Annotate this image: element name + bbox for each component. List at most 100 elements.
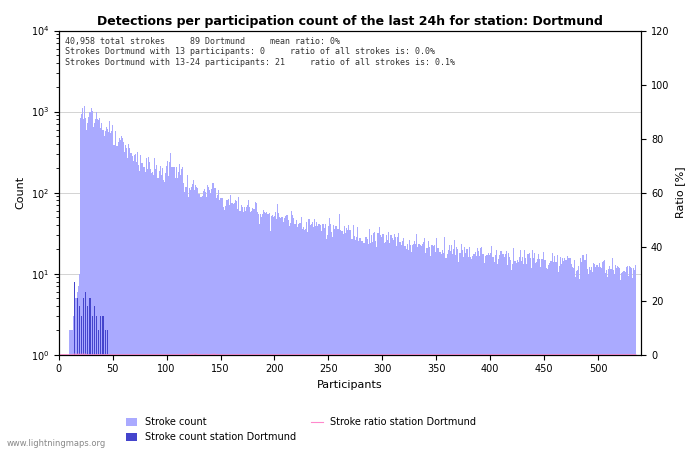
Bar: [535, 263, 536, 450]
Bar: [566, 260, 567, 450]
Bar: [274, 216, 275, 450]
Bar: [531, 268, 532, 450]
Bar: [311, 224, 312, 450]
Bar: [81, 114, 82, 450]
Bar: [257, 212, 258, 450]
Bar: [168, 176, 169, 450]
Bar: [604, 260, 605, 450]
Bar: [454, 240, 455, 450]
Bar: [66, 355, 68, 450]
Bar: [184, 192, 186, 450]
Bar: [565, 260, 566, 450]
Bar: [177, 178, 178, 450]
Bar: [162, 168, 163, 450]
Bar: [259, 225, 260, 450]
Bar: [537, 259, 538, 450]
Bar: [245, 211, 246, 450]
Bar: [132, 162, 134, 450]
Bar: [399, 242, 400, 450]
Bar: [248, 200, 249, 450]
Bar: [618, 267, 619, 450]
Bar: [285, 216, 286, 450]
Bar: [76, 298, 78, 450]
Bar: [326, 238, 327, 450]
Bar: [261, 217, 262, 450]
Bar: [88, 117, 90, 450]
Bar: [616, 268, 617, 450]
Bar: [247, 206, 248, 450]
Bar: [236, 201, 237, 450]
Bar: [579, 279, 580, 450]
Bar: [407, 250, 409, 450]
Bar: [484, 263, 485, 450]
Bar: [507, 266, 508, 450]
Bar: [102, 316, 104, 450]
Bar: [258, 214, 259, 450]
Bar: [486, 255, 487, 450]
Bar: [429, 248, 430, 450]
Bar: [479, 256, 480, 450]
Bar: [197, 188, 198, 450]
Bar: [122, 139, 123, 450]
Bar: [256, 202, 257, 450]
Bar: [158, 171, 160, 450]
Bar: [234, 203, 235, 450]
Bar: [522, 257, 523, 450]
Bar: [130, 153, 132, 450]
Bar: [160, 166, 161, 450]
Bar: [205, 192, 206, 450]
Bar: [383, 234, 384, 450]
Bar: [398, 234, 399, 450]
Bar: [291, 211, 293, 450]
Bar: [152, 172, 153, 450]
Bar: [139, 171, 140, 450]
Bar: [228, 198, 229, 450]
Bar: [483, 254, 484, 450]
Y-axis label: Count: Count: [15, 176, 25, 209]
Bar: [547, 269, 548, 450]
Bar: [297, 227, 298, 450]
Bar: [305, 229, 307, 450]
Bar: [598, 263, 600, 450]
Bar: [536, 262, 537, 450]
Bar: [476, 256, 477, 450]
Bar: [343, 234, 344, 450]
Bar: [265, 213, 267, 450]
Bar: [514, 261, 516, 450]
Bar: [467, 249, 468, 450]
Bar: [83, 119, 84, 450]
Bar: [612, 270, 614, 450]
Bar: [602, 262, 603, 450]
Bar: [577, 270, 578, 450]
Bar: [558, 272, 559, 450]
Bar: [342, 231, 343, 450]
Bar: [605, 273, 606, 450]
Bar: [485, 256, 486, 450]
Bar: [451, 245, 452, 450]
Y-axis label: Ratio [%]: Ratio [%]: [675, 167, 685, 218]
Bar: [412, 245, 413, 450]
Bar: [379, 235, 381, 450]
Bar: [386, 235, 387, 450]
Bar: [468, 257, 469, 450]
Bar: [517, 260, 518, 450]
Bar: [207, 184, 208, 450]
Bar: [556, 255, 558, 450]
Bar: [482, 254, 483, 450]
Bar: [318, 224, 319, 450]
Bar: [628, 276, 629, 450]
Bar: [235, 200, 236, 450]
Bar: [272, 215, 273, 450]
Bar: [216, 198, 217, 450]
Bar: [164, 182, 165, 450]
Bar: [456, 248, 457, 450]
Bar: [530, 258, 531, 450]
Bar: [505, 253, 506, 450]
Bar: [633, 268, 634, 450]
Bar: [298, 224, 299, 450]
Stroke ratio station Dortmund: [489, 352, 498, 357]
Bar: [179, 164, 180, 450]
Bar: [509, 257, 510, 450]
Bar: [124, 152, 125, 450]
Bar: [323, 229, 325, 450]
